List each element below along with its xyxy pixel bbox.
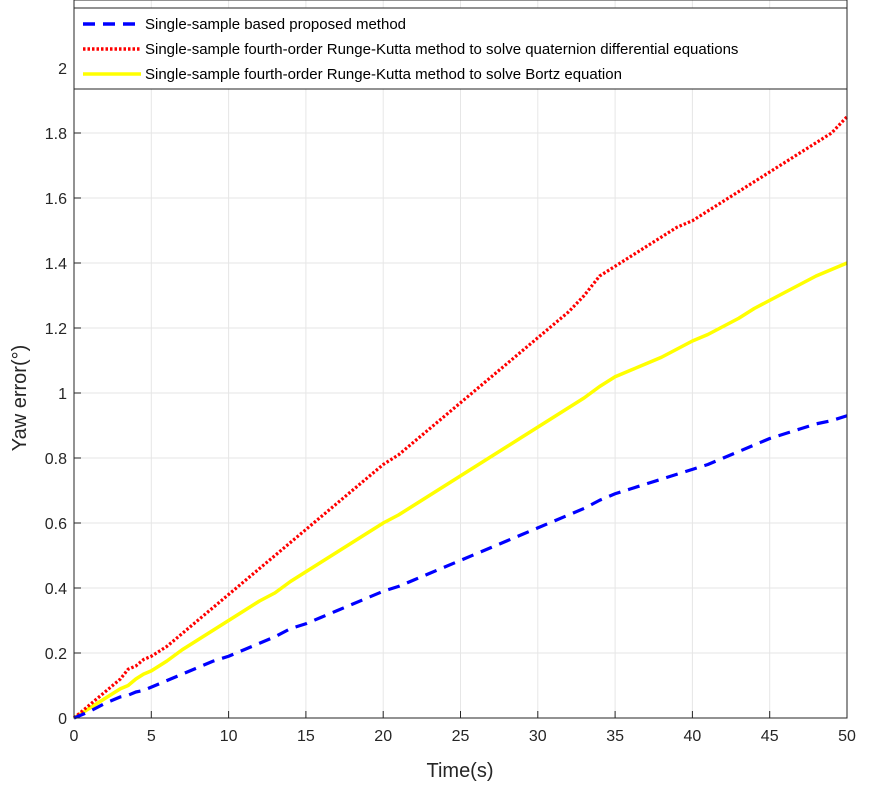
y-tick-label: 0 xyxy=(58,711,67,728)
y-tick-label: 1.6 xyxy=(45,191,67,208)
x-tick-label: 5 xyxy=(147,728,156,745)
x-tick-label: 10 xyxy=(220,728,238,745)
y-tick-label: 1.2 xyxy=(45,321,67,338)
x-tick-label: 25 xyxy=(452,728,470,745)
y-tick-label: 0.6 xyxy=(45,516,67,533)
legend-label-1: Single-sample fourth-order Runge-Kutta m… xyxy=(145,41,738,58)
x-tick-label: 50 xyxy=(838,728,856,745)
legend-label-0: Single-sample based proposed method xyxy=(145,16,406,33)
x-tick-label: 35 xyxy=(606,728,624,745)
y-tick-label: 1.4 xyxy=(45,256,67,273)
legend-label-2: Single-sample fourth-order Runge-Kutta m… xyxy=(145,66,622,83)
x-tick-label: 15 xyxy=(297,728,315,745)
x-axis-label: Time(s) xyxy=(426,760,493,782)
y-tick-label: 1 xyxy=(58,386,67,403)
x-axis-ticks: 0 5 10 15 20 25 30 35 40 45 50 xyxy=(70,711,856,745)
y-tick-label: 1.8 xyxy=(45,126,67,143)
series-line-1 xyxy=(72,115,849,720)
x-tick-label: 0 xyxy=(70,728,79,745)
y-axis-label: Yaw error(°) xyxy=(9,345,31,452)
data-series xyxy=(72,115,849,720)
x-tick-label: 30 xyxy=(529,728,547,745)
y-tick-label: 0.4 xyxy=(45,581,67,598)
y-tick-label: 2 xyxy=(58,61,67,78)
legend-box xyxy=(73,7,848,90)
series-line-2 xyxy=(73,261,848,720)
x-tick-label: 45 xyxy=(761,728,779,745)
x-tick-label: 40 xyxy=(684,728,702,745)
y-axis-ticks: 0 0.2 0.4 0.6 0.8 1 1.2 1.4 1.6 1.8 2 xyxy=(45,61,81,728)
x-tick-label: 20 xyxy=(374,728,392,745)
y-tick-label: 0.8 xyxy=(45,451,67,468)
legend: Single-sample based proposed method Singl… xyxy=(73,7,848,90)
y-tick-label: 0.2 xyxy=(45,646,67,663)
series-line-0 xyxy=(73,414,848,720)
